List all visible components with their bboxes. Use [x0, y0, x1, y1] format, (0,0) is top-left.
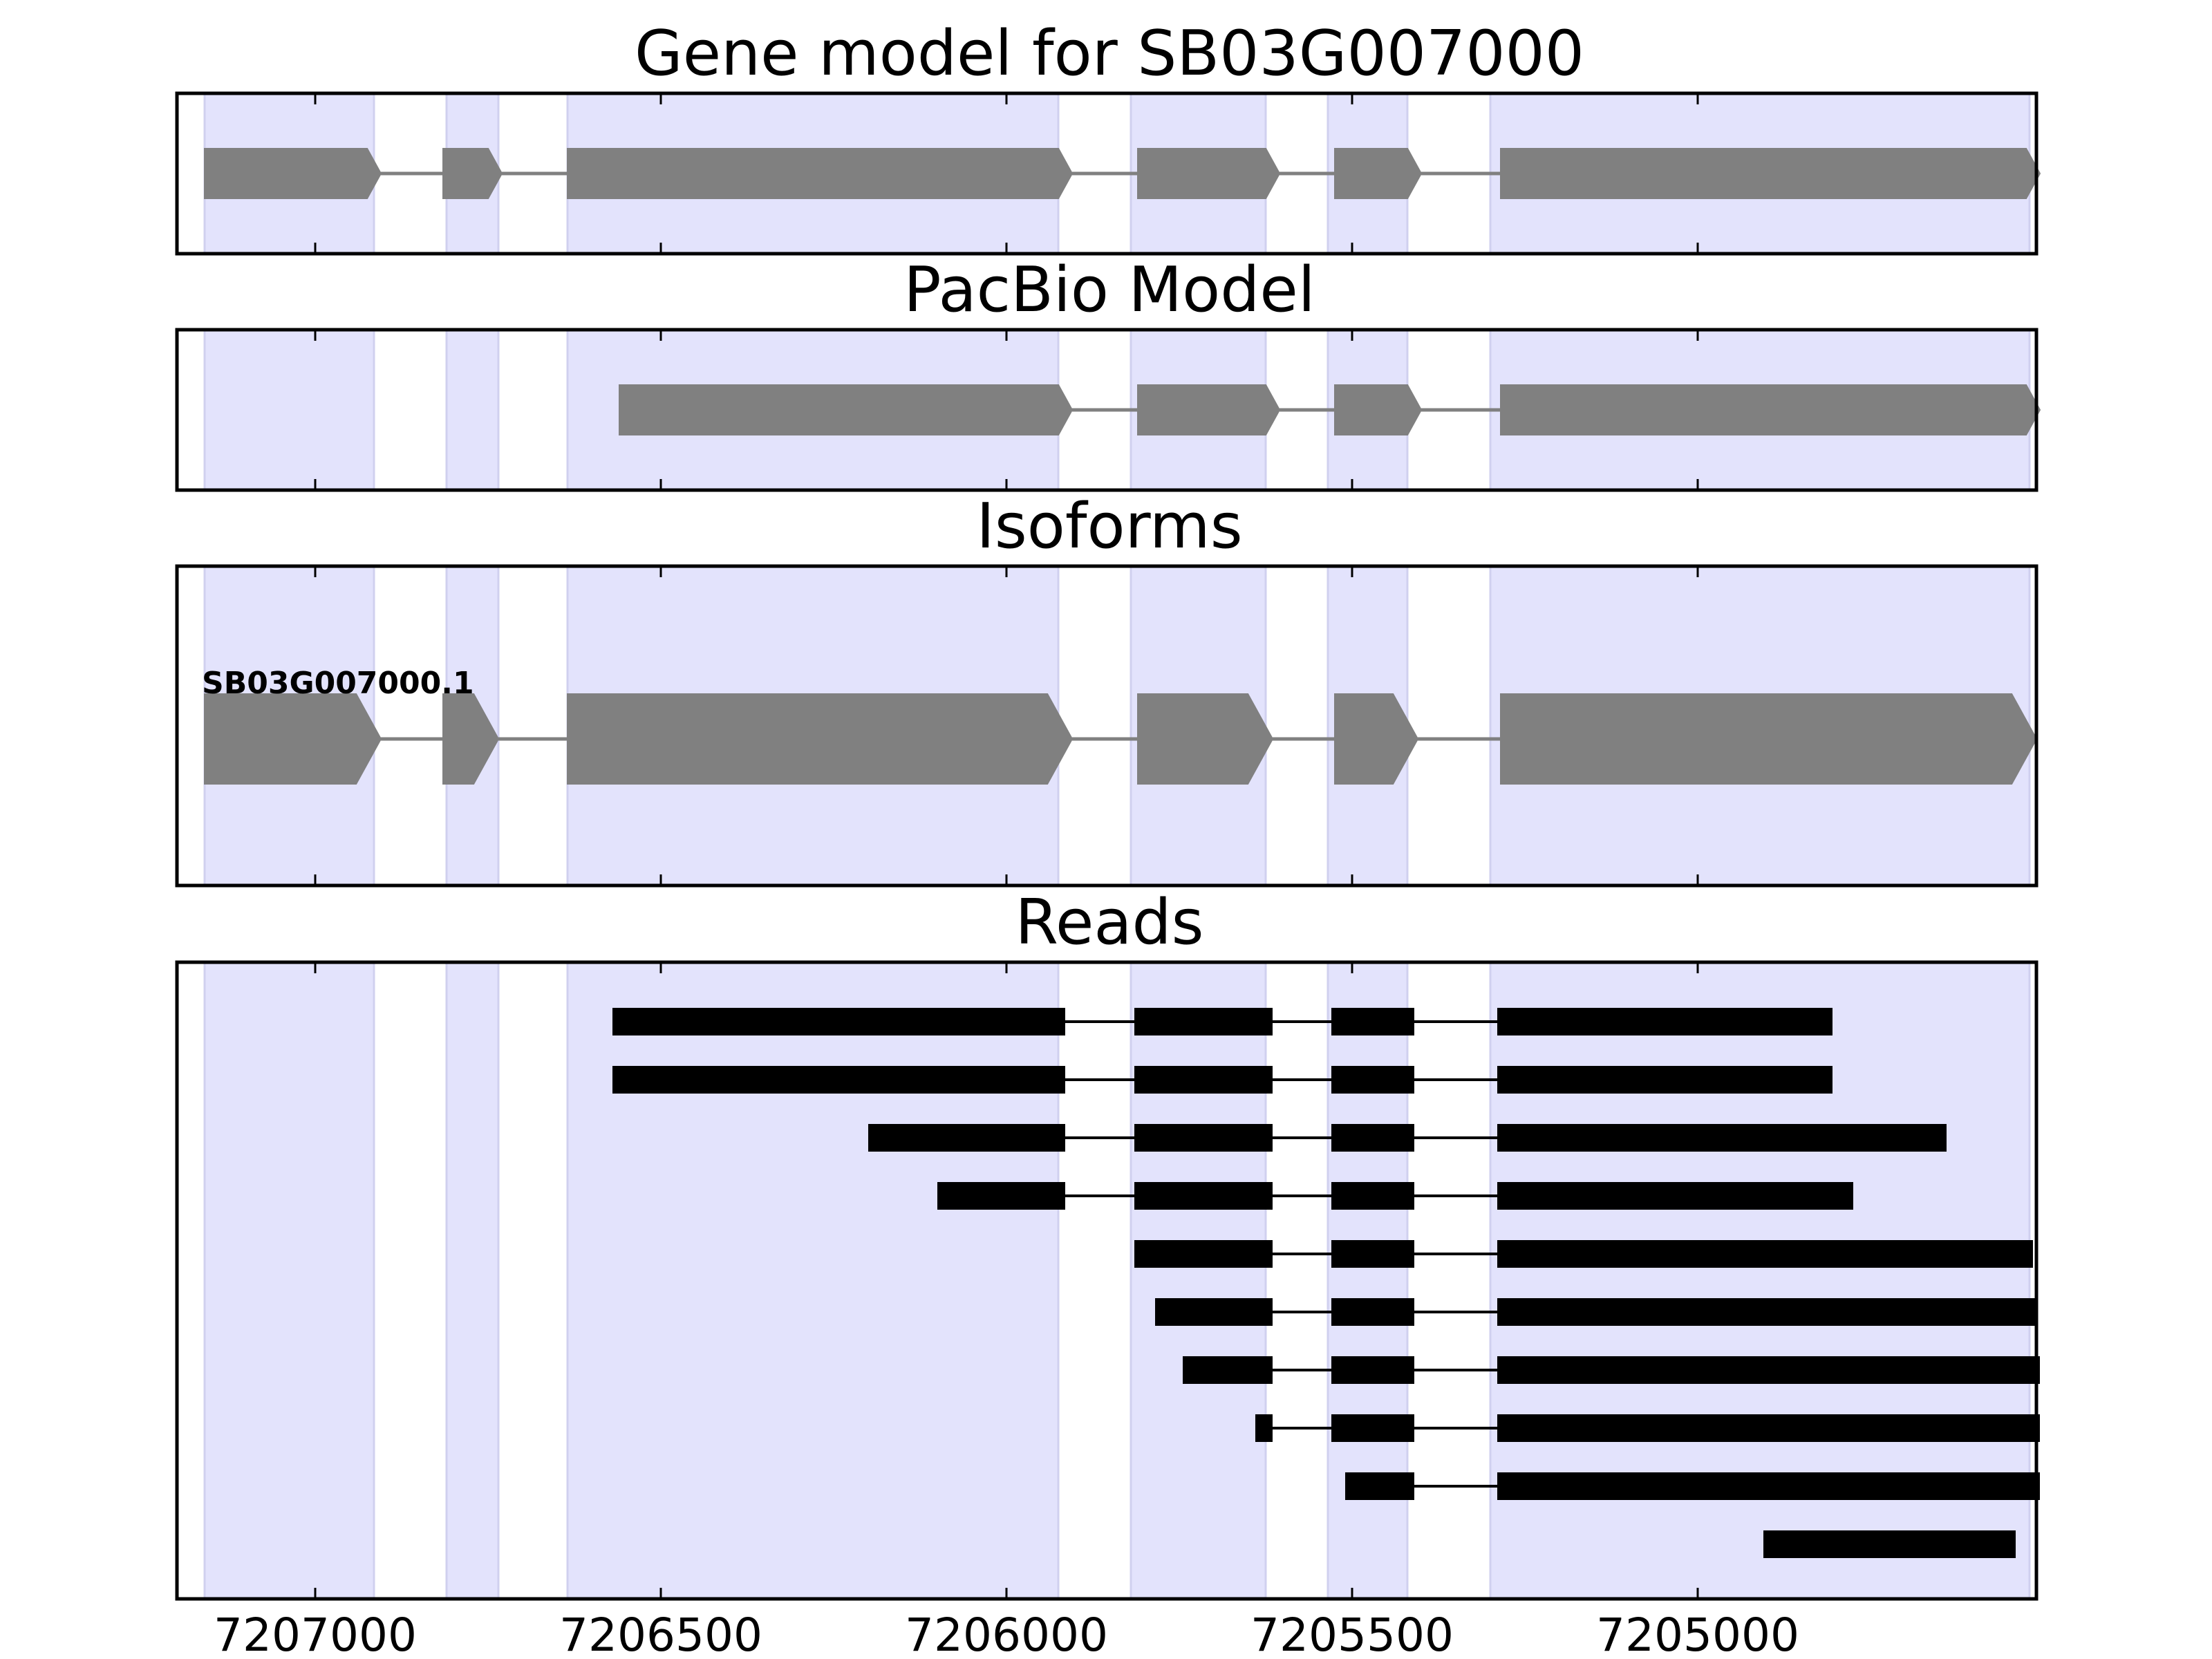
panel-reads-features	[612, 1008, 2040, 1558]
read-block	[1134, 1182, 1273, 1210]
read-block	[1497, 1472, 2040, 1500]
read-block	[1134, 1240, 1273, 1268]
exon-arrow	[204, 148, 382, 199]
exon-arrow	[1137, 693, 1274, 785]
exon-highlight-band	[1130, 961, 1267, 1600]
x-tick-label: 7207000	[214, 1609, 417, 1659]
read-block	[1345, 1472, 1414, 1500]
read-block	[612, 1066, 1065, 1094]
x-axis-tick-labels: 7207000 7206500 7206000 7205500 7205000	[214, 1609, 1799, 1659]
exon-highlight-band	[203, 328, 375, 491]
exon-arrow	[619, 384, 1074, 435]
read-block	[1331, 1356, 1414, 1384]
read-block	[612, 1008, 1065, 1035]
read-block	[1497, 1182, 1853, 1210]
panel-isoforms-ticks	[314, 566, 1699, 885]
read-block	[1134, 1008, 1273, 1035]
read-block	[868, 1124, 1065, 1152]
panel-pacbio-model-ticks	[314, 330, 1699, 490]
exon-highlight-band	[445, 328, 500, 491]
exon-arrow	[1334, 148, 1423, 199]
panel-reads: Reads 7207000 7206500 7206000 7205500 720500…	[175, 886, 2040, 1659]
x-tick-label: 7205500	[1250, 1609, 1454, 1659]
read-block	[1497, 1240, 2033, 1268]
exon-highlight-band	[1489, 961, 2031, 1600]
exon-arrow	[1334, 384, 1423, 435]
panel-gene-model-ticks	[314, 93, 1699, 254]
read-block	[1331, 1124, 1414, 1152]
read-block	[1331, 1182, 1414, 1210]
read-block	[1497, 1008, 1833, 1035]
panel-reads-ticks	[314, 962, 1699, 1599]
read-block	[937, 1182, 1065, 1210]
read-block	[1134, 1124, 1273, 1152]
exon-arrow	[1500, 384, 2041, 435]
read-block	[1497, 1356, 2040, 1384]
exon-arrow	[442, 693, 500, 785]
read-block	[1155, 1298, 1273, 1326]
panel-pacbio-model-features	[619, 384, 2041, 435]
read-block	[1497, 1298, 2036, 1326]
exon-highlight-band	[566, 961, 1060, 1600]
exon-highlight-band	[445, 961, 500, 1600]
panel-pacbio-model-frame	[175, 328, 2038, 492]
panel-title-isoforms: Isoforms	[976, 490, 1242, 563]
x-tick-label: 7205000	[1596, 1609, 1799, 1659]
exon-arrow	[1500, 693, 2038, 785]
read-block	[1331, 1008, 1414, 1035]
exon-arrow	[567, 148, 1074, 199]
read-block	[1497, 1414, 2040, 1442]
exon-arrow	[1137, 384, 1281, 435]
exon-arrow	[1137, 148, 1281, 199]
read-block	[1331, 1066, 1414, 1094]
read-block	[1497, 1124, 1947, 1152]
exon-arrow	[204, 693, 382, 785]
exon-arrow	[567, 693, 1074, 785]
x-tick-label: 7206500	[559, 1609, 762, 1659]
panel-isoforms-frame	[175, 564, 2038, 888]
panel-pacbio-model: PacBio Model	[175, 254, 2041, 492]
panel-gene-model-features	[204, 148, 2041, 199]
panel-title-gene-model: Gene model for SB03G007000	[635, 17, 1584, 90]
read-block	[1497, 1066, 1833, 1094]
panel-reads-frame	[175, 960, 2038, 1601]
exon-arrow	[1500, 148, 2041, 199]
panel-title-pacbio-model: PacBio Model	[903, 254, 1315, 326]
panel-gene-model-frame	[175, 91, 2038, 256]
read-block	[1763, 1530, 2016, 1558]
read-block	[1331, 1298, 1414, 1326]
read-block	[1331, 1240, 1414, 1268]
panel-isoforms: Isoforms SB03G007000.1	[175, 490, 2038, 888]
panel-title-reads: Reads	[1015, 886, 1203, 959]
exon-arrow	[1334, 693, 1419, 785]
read-block	[1331, 1414, 1414, 1442]
read-block	[1183, 1356, 1273, 1384]
isoform-label: SB03G007000.1	[202, 666, 474, 701]
exon-highlight-band	[203, 961, 375, 1600]
exon-highlight-band	[1327, 961, 1409, 1600]
panel-gene-model: Gene model for SB03G007000	[175, 17, 2041, 256]
x-tick-label: 7206000	[905, 1609, 1108, 1659]
read-block	[1255, 1414, 1273, 1442]
read-block	[1134, 1066, 1273, 1094]
panel-isoforms-features	[204, 693, 2038, 785]
exon-arrow	[442, 148, 503, 199]
